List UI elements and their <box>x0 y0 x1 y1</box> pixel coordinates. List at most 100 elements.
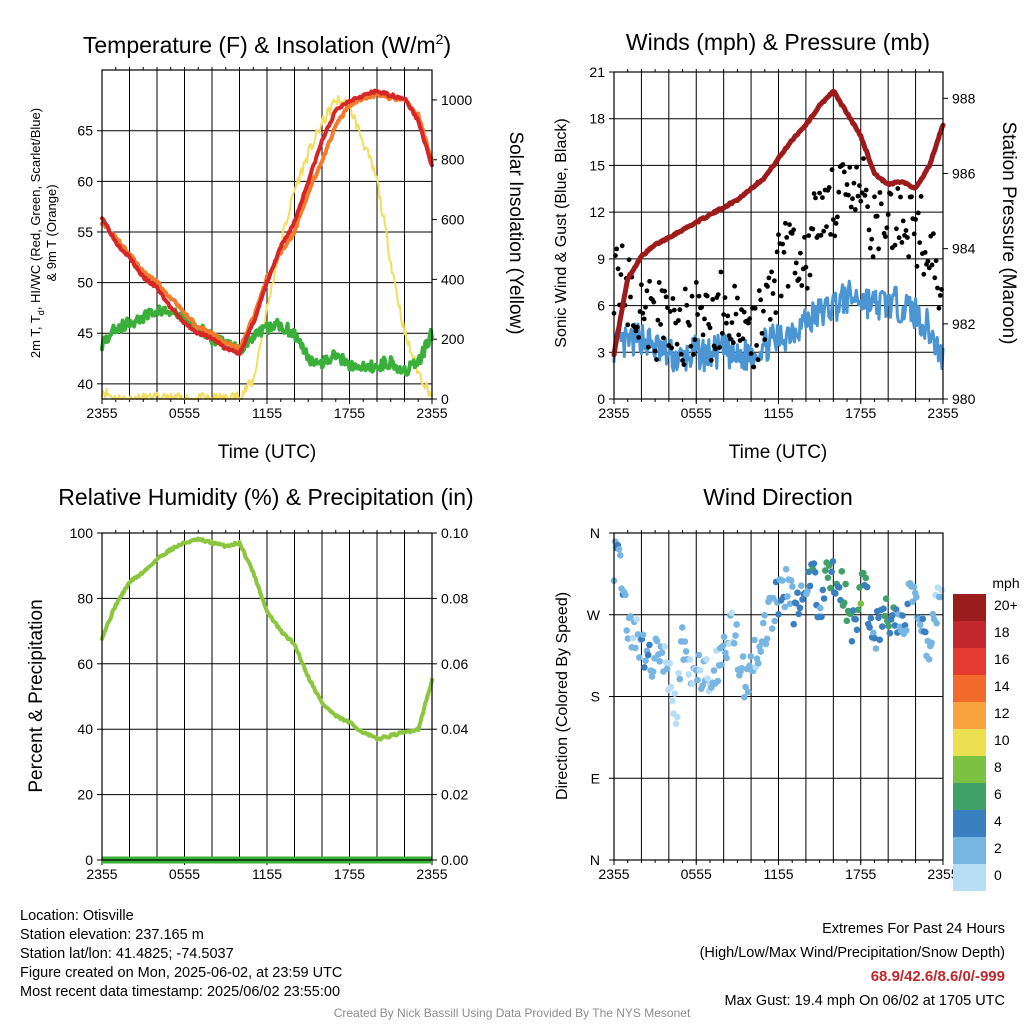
gust-point <box>755 357 761 363</box>
temperature-xtick-label: 2355 <box>86 405 117 421</box>
title-close: ) <box>443 32 451 58</box>
gust-point <box>846 192 851 198</box>
direction-point <box>789 583 796 590</box>
gust-point <box>877 190 883 195</box>
gust-point <box>769 269 774 275</box>
gust-point <box>841 169 847 175</box>
gust-point <box>783 220 788 226</box>
humidity-xtick-label: 1155 <box>252 866 282 882</box>
gust-point <box>708 357 714 363</box>
gust-point <box>914 263 920 269</box>
temperature-y2label: Solar Insolation (Yellow) <box>505 131 526 334</box>
humidity-panel: Relative Humidity (%) & Precipitation (i… <box>26 484 474 882</box>
direction-point <box>933 619 940 627</box>
direction-point <box>938 586 945 594</box>
gust-point <box>811 191 817 197</box>
temperature-ylabel-line1: 2m T, Td, HI/WC (Red, Green, Scarlet/Blu… <box>28 108 46 358</box>
gust-point <box>867 245 873 251</box>
gust-point <box>787 222 792 228</box>
gust-point <box>766 275 772 281</box>
gust-point <box>936 305 942 311</box>
gust-point <box>626 257 632 263</box>
gust-point <box>813 195 818 201</box>
direction-point <box>867 614 875 622</box>
gust-point <box>829 167 835 173</box>
gust-point <box>798 250 803 256</box>
gust-point <box>721 312 727 317</box>
gust-point <box>840 162 846 167</box>
title-text: Temperature (F) & Insolation (W/m <box>83 32 436 58</box>
winds-ytick-label: 15 <box>589 157 605 173</box>
colorbar-swatch <box>953 648 986 675</box>
direction-point <box>719 642 727 650</box>
direction-point <box>881 612 889 620</box>
gust-point <box>799 283 805 288</box>
gust-point <box>645 344 651 350</box>
gust-point <box>861 156 866 162</box>
pressure-y2tick-label: 986 <box>952 165 976 181</box>
direction-point <box>916 621 924 629</box>
direction-point <box>832 590 839 597</box>
humidity-panel-title: Relative Humidity (%) & Precipitation (i… <box>58 484 473 510</box>
humidity-xtick-label: 2355 <box>416 866 447 882</box>
gust-point <box>807 272 813 278</box>
colorbar-label: 6 <box>994 786 1002 802</box>
gust-point <box>835 214 840 220</box>
direction-point <box>694 676 701 684</box>
gust-point <box>647 278 652 284</box>
colorbar-label: 4 <box>994 813 1002 829</box>
pressure-y2tick-label: 982 <box>952 316 976 332</box>
direction-point <box>668 697 676 704</box>
gust-point <box>884 225 890 231</box>
direction-point <box>786 600 794 608</box>
direction-point <box>646 641 653 649</box>
direction-point <box>899 612 906 619</box>
gust-point <box>817 190 822 196</box>
direction-point <box>824 574 832 582</box>
gust-point <box>751 364 757 370</box>
gust-point <box>892 242 898 248</box>
pressure-y2tick-label: 988 <box>952 90 976 106</box>
gust-point <box>615 266 621 272</box>
gust-point <box>931 231 936 237</box>
gust-point <box>918 194 924 199</box>
direction-point <box>632 644 639 652</box>
gust-point <box>911 231 917 237</box>
direction-point <box>674 713 681 721</box>
wind-speed-line <box>612 279 945 373</box>
direction-ytick-label: E <box>591 770 600 786</box>
wind-direction-ylabel: Direction (Colored By Speed) <box>554 592 571 800</box>
gust-point <box>736 332 742 338</box>
gust-point <box>728 336 733 342</box>
gust-point <box>869 236 875 242</box>
precip-y2tick-label: 0.04 <box>441 721 468 737</box>
direction-point <box>827 584 834 592</box>
gust-point <box>821 228 827 234</box>
direction-point <box>794 589 801 596</box>
direction-point <box>624 635 632 642</box>
direction-point <box>799 596 806 603</box>
info-location: Location: Otisville <box>20 908 134 924</box>
direction-point <box>860 569 867 577</box>
insolation-y2tick-label: 800 <box>441 152 465 168</box>
winds-xtick-label: 1755 <box>845 405 876 421</box>
credit-line: Created By Nick Bassill Using Data Provi… <box>333 1006 691 1020</box>
gust-point <box>700 332 706 338</box>
gust-point <box>710 297 716 302</box>
colorbar-label: 2 <box>994 840 1002 856</box>
gust-point <box>682 286 688 292</box>
direction-point <box>639 631 647 639</box>
direction-point <box>760 619 767 627</box>
gust-point <box>789 231 795 236</box>
gust-point <box>854 164 859 170</box>
direction-point <box>757 648 765 655</box>
direction-point <box>928 639 935 647</box>
gust-point <box>898 194 903 200</box>
direction-point <box>666 660 673 667</box>
gust-point <box>740 336 746 342</box>
winds-panel-title: Winds (mph) & Pressure (mb) <box>626 29 930 55</box>
gust-point <box>929 262 935 268</box>
direction-point <box>667 683 675 691</box>
direction-point <box>703 656 710 663</box>
